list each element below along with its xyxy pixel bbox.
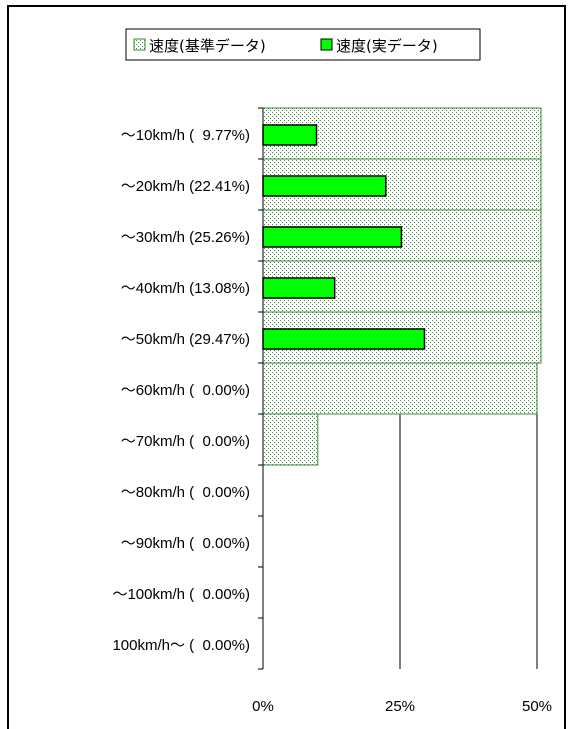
category-label-8: ～90km/h ( 0.00%) — [121, 535, 250, 552]
actual-bar-3 — [262, 277, 336, 299]
actual-bar-0 — [262, 124, 318, 146]
x-tick-label-1: 25% — [385, 698, 415, 715]
category-label-2: ～30km/h (25.26%) — [121, 229, 250, 246]
actual-bar-4 — [262, 328, 426, 350]
x-tick-label-2: 50% — [522, 698, 552, 715]
legend: 速度(基準データ) 速度(実データ) — [125, 28, 481, 61]
category-label-10: 100km/h～ ( 0.00%) — [112, 637, 250, 654]
legend-label-actual: 速度(実データ) — [336, 37, 438, 55]
category-label-0: ～10km/h ( 9.77%) — [121, 127, 250, 144]
reference-bar-6 — [262, 413, 319, 466]
category-labels: ～10km/h ( 9.77%) ～20km/h (22.41%) ～30km/h … — [112, 127, 250, 654]
category-label-3: ～40km/h (13.08%) — [121, 280, 250, 297]
legend-label-reference: 速度(基準データ) — [149, 37, 266, 55]
category-label-7: ～80km/h ( 0.00%) — [121, 484, 250, 501]
category-label-4: ～50km/h (29.47%) — [121, 331, 250, 348]
x-tick-label-0: 0% — [252, 698, 274, 715]
x-tick-labels: 0% 25% 50% — [252, 698, 552, 715]
category-label-5: ～60km/h ( 0.00%) — [121, 382, 250, 399]
actual-bar-1 — [262, 175, 387, 197]
reference-bars — [262, 107, 542, 466]
actual-bars — [262, 124, 426, 350]
category-label-1: ～20km/h (22.41%) — [121, 178, 250, 195]
legend-swatch-actual — [320, 38, 333, 51]
actual-bar-2 — [262, 226, 403, 248]
legend-swatch-reference — [133, 38, 146, 51]
legend-box — [125, 28, 481, 61]
reference-bar-5 — [262, 362, 538, 415]
category-label-9: ～100km/h ( 0.00%) — [112, 586, 250, 603]
y-axis — [258, 107, 264, 670]
category-label-6: ～70km/h ( 0.00%) — [121, 433, 250, 450]
